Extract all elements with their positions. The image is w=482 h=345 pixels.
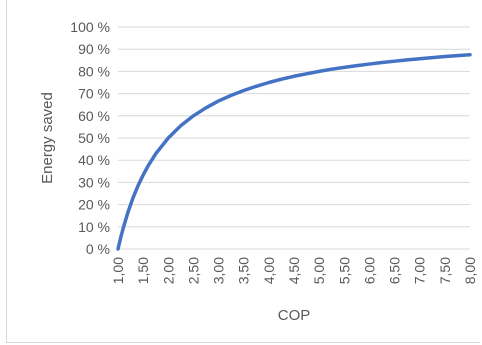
y-tick-label: 60 % [78, 108, 110, 124]
y-tick-label: 0 % [86, 241, 110, 257]
x-tick-label: 4,00 [261, 257, 277, 284]
x-tick-label: 6,00 [361, 257, 377, 284]
x-tick-label: 8,00 [462, 257, 478, 284]
y-tick-label: 40 % [78, 152, 110, 168]
chart-frame [6, 0, 480, 343]
y-tick-label: 10 % [78, 219, 110, 235]
y-tick-label: 50 % [78, 130, 110, 146]
x-tick-label: 6,50 [387, 257, 403, 284]
y-tick-label: 30 % [78, 174, 110, 190]
x-tick-label: 3,00 [211, 257, 227, 284]
x-tick-label: 5,00 [311, 257, 327, 284]
x-tick-label: 7,00 [412, 257, 428, 284]
x-tick-label: 7,50 [437, 257, 453, 284]
x-tick-label: 2,50 [185, 257, 201, 284]
y-tick-label: 80 % [78, 63, 110, 79]
x-tick-label: 1,50 [135, 257, 151, 284]
y-tick-label: 90 % [78, 41, 110, 57]
x-axis-title: COP [278, 307, 311, 324]
gridlines [118, 26, 470, 250]
x-tick-label: 5,50 [336, 257, 352, 284]
y-tick-label: 20 % [78, 197, 110, 213]
x-tick-label: 3,50 [236, 257, 252, 284]
x-tick-label: 1,00 [110, 257, 126, 284]
y-tick-labels: 0 % 10 % 20 % 30 % 40 % 50 % 60 % 70 % 80 % 90 % 1… [70, 19, 110, 257]
series-line [116, 53, 472, 251]
y-tick-label: 70 % [78, 86, 110, 102]
x-tick-label: 4,50 [286, 257, 302, 284]
x-tick-labels: 1,00 1,50 2,00 2,50 3,00 3,50 4,00 4,50 5,00 5,50… [110, 257, 478, 284]
y-axis-title: Energy saved [39, 92, 56, 184]
series-layer [116, 53, 472, 251]
x-tick-label: 2,00 [160, 257, 176, 284]
y-tick-label: 100 % [70, 19, 110, 35]
